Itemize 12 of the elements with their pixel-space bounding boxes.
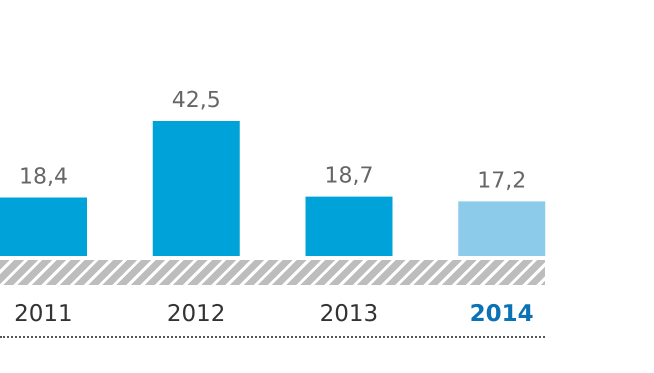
data-label: 18,7: [324, 164, 374, 189]
bar: [0, 198, 87, 256]
x-tick-label: 2012: [166, 301, 226, 327]
data-label: 17,2: [477, 168, 526, 194]
data-label: 42,5: [172, 88, 221, 113]
bar: [458, 201, 546, 256]
x-tick-label: 2011: [14, 301, 73, 327]
x-tick-label: 2014: [470, 301, 534, 327]
bar: [306, 196, 392, 256]
data-label: 18,4: [19, 164, 68, 190]
bar: [152, 121, 240, 256]
x-tick-label: 2013: [320, 301, 378, 327]
